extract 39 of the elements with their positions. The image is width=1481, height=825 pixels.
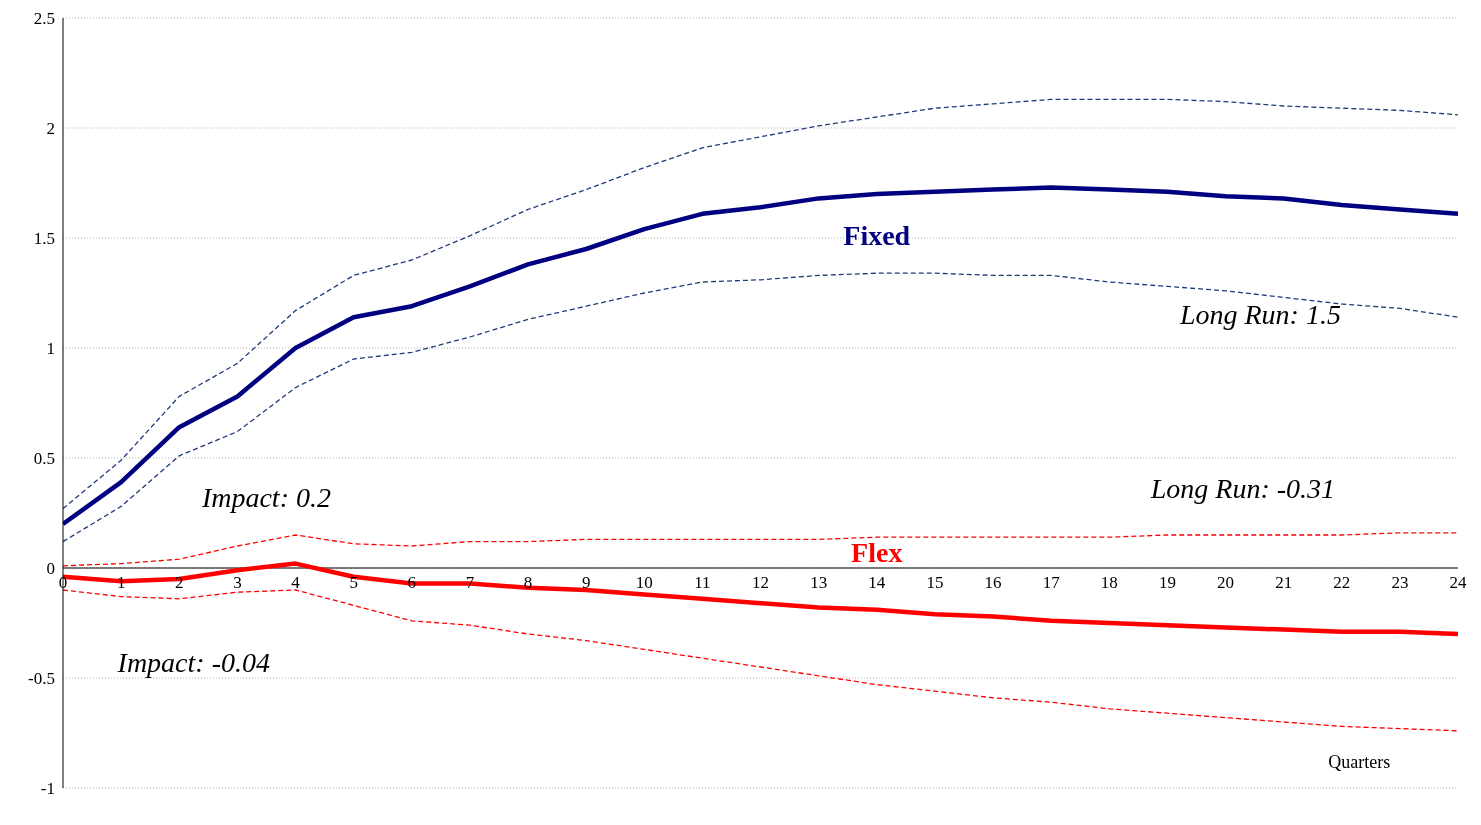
x-tick-label: 0	[58, 573, 68, 592]
line-series	[63, 272, 1458, 543]
x-tick-label: 12	[752, 573, 769, 592]
y-tick-label: -1	[40, 779, 55, 799]
x-tick-label: 20	[1217, 573, 1234, 592]
annotation: Long Run: -0.31	[1150, 472, 1336, 505]
series-label: Fixed	[843, 219, 911, 252]
x-tick-label: 9	[581, 573, 591, 592]
x-tick-label: 14	[868, 573, 886, 592]
y-tick-label: 0.5	[33, 449, 55, 469]
x-tick-label: 19	[1158, 573, 1176, 592]
x-tick-label: 4	[291, 573, 301, 592]
x-tick-label: 5	[349, 573, 358, 592]
x-tick-label: 11	[694, 573, 711, 592]
x-tick-label: 15	[926, 573, 944, 592]
y-tick-label: 1.5	[33, 229, 55, 249]
annotation: Impact: 0.2	[201, 481, 331, 514]
x-tick-label: 17	[1042, 573, 1061, 592]
line-series	[63, 589, 1458, 732]
x-tick-label: 24	[1449, 573, 1467, 592]
x-tick-label: 22	[1333, 573, 1351, 592]
x-tick-label: 23	[1391, 573, 1409, 592]
annotation: Long Run: 1.5	[1179, 299, 1341, 331]
x-tick-label: 10	[635, 573, 653, 592]
y-tick-label: -0.5	[28, 669, 55, 689]
x-tick-label: 21	[1275, 573, 1293, 592]
line-series	[63, 532, 1458, 567]
series-label: Flex	[851, 536, 903, 569]
annotation: Impact: -0.04	[117, 646, 270, 679]
x-axis-title: Quarters	[1328, 751, 1391, 773]
y-tick-label: 2.5	[33, 9, 55, 29]
x-tick-label: 13	[810, 573, 828, 592]
x-tick-label: 3	[233, 573, 242, 592]
y-tick-label: 0	[46, 559, 55, 579]
x-tick-label: 18	[1100, 573, 1118, 592]
line-series	[63, 185, 1458, 527]
y-tick-label: 2	[46, 119, 55, 139]
x-tick-label: 16	[984, 573, 1002, 592]
y-tick-label: 1	[46, 339, 55, 359]
